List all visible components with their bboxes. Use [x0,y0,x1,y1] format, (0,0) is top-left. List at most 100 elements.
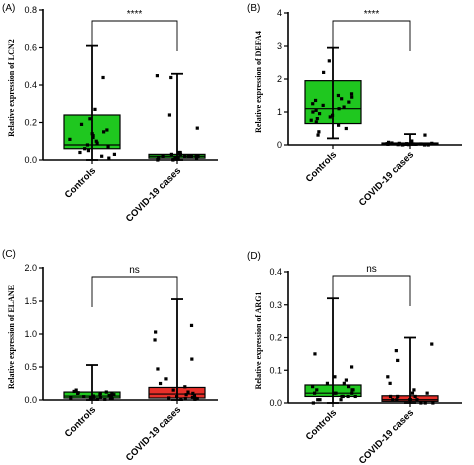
data-point [386,375,390,379]
data-point [394,349,398,353]
y-tick-label: 0.6 [24,43,37,53]
data-point [106,145,110,149]
data-point [94,139,98,143]
x-category-label: COVID-19 cases [357,149,416,208]
data-point [105,128,109,132]
data-point [189,323,194,328]
x-category-label: Controls [304,407,339,442]
data-point [346,385,351,389]
data-point [349,365,354,369]
data-point [193,397,197,401]
data-point [342,381,346,385]
data-point [79,122,84,126]
significance-bracket [91,276,178,307]
data-point [183,397,187,401]
data-point [107,156,111,160]
data-point [153,338,157,342]
data-point [90,132,94,136]
data-point [110,397,114,401]
data-point [412,388,416,392]
data-point [98,395,103,399]
y-tick-label: 0 [277,140,282,150]
data-point [396,394,400,399]
data-point [430,141,434,145]
data-point [330,113,335,117]
data-point [112,152,117,156]
y-tick-label: 2.0 [24,263,37,273]
data-point [184,393,188,397]
data-point [386,142,390,146]
data-point [333,375,337,379]
data-point [104,390,108,394]
data-point [349,92,354,96]
data-point [311,102,315,106]
data-point [316,398,320,402]
data-point [183,154,187,158]
x-category-label: Controls [63,165,98,200]
data-point [395,398,399,402]
data-point [109,394,113,398]
data-point [344,378,348,382]
data-point [391,398,395,402]
data-point [400,143,404,147]
data-point [175,156,179,160]
data-point [423,133,427,137]
data-point [178,150,182,155]
data-point [171,388,175,392]
data-point [342,105,346,109]
data-point [158,381,163,386]
data-point [91,134,95,138]
y-tick-label: 4 [277,8,282,18]
data-point [156,158,160,162]
data-point [322,70,326,74]
data-point [334,391,338,395]
data-point [186,390,190,394]
significance-label: ns [366,264,377,275]
x-category-label: COVID-19 cases [124,404,183,463]
data-point [396,358,400,363]
data-point [156,367,160,371]
data-point [419,401,423,405]
data-point [388,381,392,385]
data-point [422,143,427,147]
y-axis-label: Relative expression of ARG1 [254,292,263,390]
data-point [350,388,354,392]
data-point [419,142,423,146]
data-point [350,391,354,395]
significance-bracket [91,20,178,51]
y-tick-label: 0.8 [24,5,37,15]
data-point [83,147,87,151]
data-point [191,391,195,395]
data-point [157,156,161,160]
y-axis-label: Relative expression of ELANE [7,285,16,389]
data-point [312,391,317,395]
data-point [388,394,393,399]
data-point [316,133,320,137]
data-point [68,137,72,141]
data-point [430,342,434,346]
data-point [341,394,345,399]
data-point [337,107,341,111]
y-tick-label: 1 [277,107,282,117]
data-point [404,142,408,146]
y-tick-label: 0.4 [269,267,282,277]
data-point [315,388,319,392]
significance-label: ns [129,265,140,276]
data-point [92,395,96,399]
data-point [175,395,179,399]
significance-bracket [332,20,411,51]
data-point [190,395,195,399]
data-point [186,154,191,158]
x-category-label: Controls [63,404,98,439]
data-point [408,398,412,402]
y-tick-label: 1.5 [24,296,37,306]
data-point [411,142,416,146]
data-point [190,357,194,361]
y-tick-label: 0.0 [24,395,37,405]
data-point [346,394,350,399]
data-point [95,141,99,145]
data-point [69,396,73,400]
data-point [431,401,435,405]
data-point [195,397,199,401]
